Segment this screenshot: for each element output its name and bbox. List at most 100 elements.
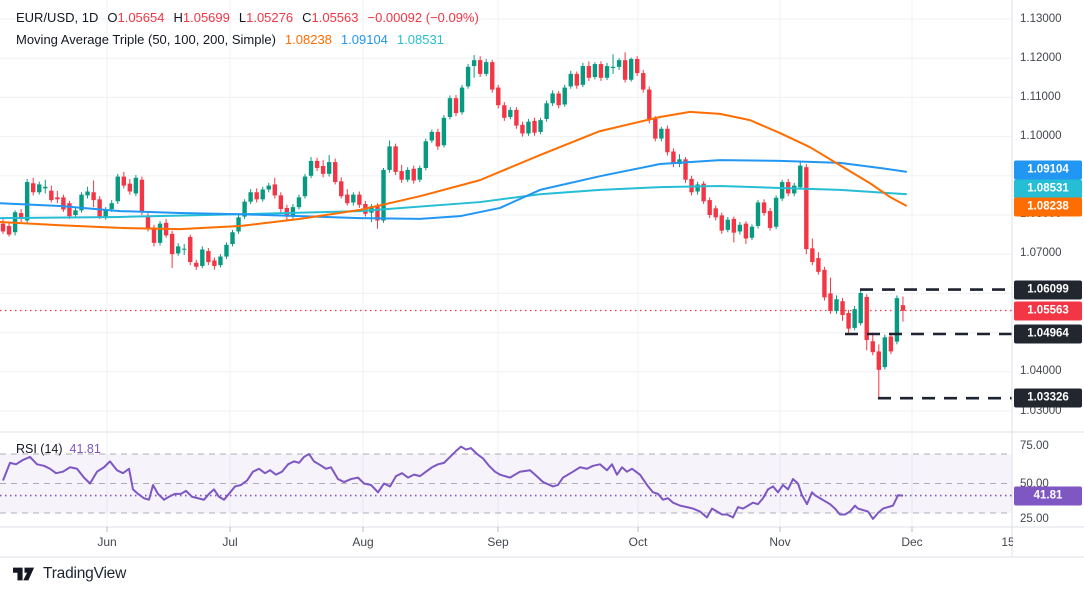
candle[interactable]	[375, 203, 380, 229]
candle[interactable]	[882, 334, 888, 370]
candle[interactable]	[550, 90, 555, 107]
candle[interactable]	[477, 56, 483, 78]
candle[interactable]	[429, 129, 435, 143]
candle[interactable]	[351, 192, 356, 206]
candle[interactable]	[127, 178, 133, 195]
candle[interactable]	[97, 196, 102, 219]
candle[interactable]	[526, 118, 531, 136]
candle[interactable]	[441, 115, 447, 148]
candle[interactable]	[435, 128, 441, 150]
indicator-legend[interactable]: Moving Average Triple (50, 100, 200, Sim…	[16, 32, 444, 47]
candle[interactable]	[121, 171, 126, 189]
rsi-line[interactable]	[2, 445, 904, 520]
candle[interactable]	[465, 64, 471, 89]
candle[interactable]	[18, 209, 24, 223]
candle[interactable]	[182, 244, 187, 255]
candle[interactable]	[846, 309, 851, 335]
candle[interactable]	[610, 54, 616, 74]
candle[interactable]	[580, 62, 586, 88]
candle[interactable]	[544, 100, 549, 122]
candle[interactable]	[459, 84, 465, 115]
candle[interactable]	[876, 344, 881, 399]
candle[interactable]	[266, 182, 271, 193]
candle[interactable]	[647, 86, 652, 124]
candle[interactable]	[453, 95, 459, 117]
candle[interactable]	[339, 177, 344, 199]
candle[interactable]	[169, 230, 175, 268]
candle[interactable]	[296, 194, 302, 210]
candle[interactable]	[616, 58, 622, 70]
candle[interactable]	[598, 61, 604, 81]
symbol-legend[interactable]: EUR/USD, 1D O1.05654 H1.05699 L1.05276 C1.05…	[16, 10, 479, 25]
candle[interactable]	[804, 164, 809, 255]
candle[interactable]	[6, 222, 12, 237]
candle[interactable]	[749, 224, 755, 241]
candle[interactable]	[490, 59, 495, 93]
tradingview-logo[interactable]: TradingView	[13, 564, 126, 584]
candle[interactable]	[188, 234, 193, 266]
candle[interactable]	[767, 207, 773, 231]
candle[interactable]	[49, 185, 54, 203]
candle[interactable]	[713, 205, 718, 221]
rsi-legend[interactable]: RSI (14) 41.81	[16, 442, 101, 456]
candle[interactable]	[514, 107, 519, 129]
candle[interactable]	[508, 107, 513, 120]
candle[interactable]	[67, 200, 72, 219]
candle[interactable]	[556, 91, 561, 109]
candle[interactable]	[206, 247, 211, 266]
candle[interactable]	[635, 56, 640, 76]
candle[interactable]	[659, 126, 664, 142]
candle[interactable]	[900, 296, 906, 322]
candle[interactable]	[357, 191, 362, 208]
candle[interactable]	[622, 52, 628, 83]
candle[interactable]	[345, 189, 350, 206]
candle[interactable]	[399, 164, 404, 183]
candle[interactable]	[139, 176, 145, 215]
candle[interactable]	[707, 197, 712, 219]
candle[interactable]	[701, 181, 706, 205]
sma50-line[interactable]	[0, 110, 907, 231]
candle[interactable]	[828, 277, 833, 314]
candle[interactable]	[641, 69, 646, 93]
candle[interactable]	[308, 156, 314, 179]
candle[interactable]	[502, 102, 507, 121]
candle[interactable]	[496, 84, 501, 109]
candle[interactable]	[387, 140, 392, 173]
candle[interactable]	[333, 158, 338, 185]
candle[interactable]	[870, 332, 875, 356]
candle[interactable]	[894, 295, 900, 345]
candle[interactable]	[405, 167, 410, 183]
candle[interactable]	[761, 199, 767, 216]
candle[interactable]	[320, 160, 326, 178]
candle[interactable]	[31, 177, 36, 196]
candle[interactable]	[417, 165, 422, 183]
candle[interactable]	[326, 155, 332, 177]
candle[interactable]	[755, 200, 761, 229]
candle[interactable]	[568, 70, 573, 89]
candle[interactable]	[484, 58, 489, 77]
candle[interactable]	[792, 182, 797, 197]
candle[interactable]	[381, 167, 386, 223]
candle[interactable]	[628, 57, 634, 82]
candle[interactable]	[834, 295, 839, 314]
candle[interactable]	[858, 289, 863, 326]
candle[interactable]	[314, 157, 320, 172]
candle[interactable]	[592, 62, 598, 80]
candle[interactable]	[260, 186, 265, 202]
candle[interactable]	[864, 294, 869, 351]
candle[interactable]	[236, 215, 241, 234]
candle[interactable]	[218, 254, 223, 268]
candle[interactable]	[230, 229, 235, 247]
candle[interactable]	[810, 238, 815, 266]
candle[interactable]	[888, 333, 894, 355]
candle[interactable]	[194, 259, 199, 270]
candle[interactable]	[157, 220, 163, 246]
candle[interactable]	[471, 55, 477, 78]
candle[interactable]	[91, 180, 96, 208]
candle[interactable]	[272, 177, 277, 199]
candle[interactable]	[254, 188, 259, 203]
candle[interactable]	[79, 192, 84, 213]
candle[interactable]	[743, 221, 749, 245]
candle[interactable]	[798, 161, 803, 190]
